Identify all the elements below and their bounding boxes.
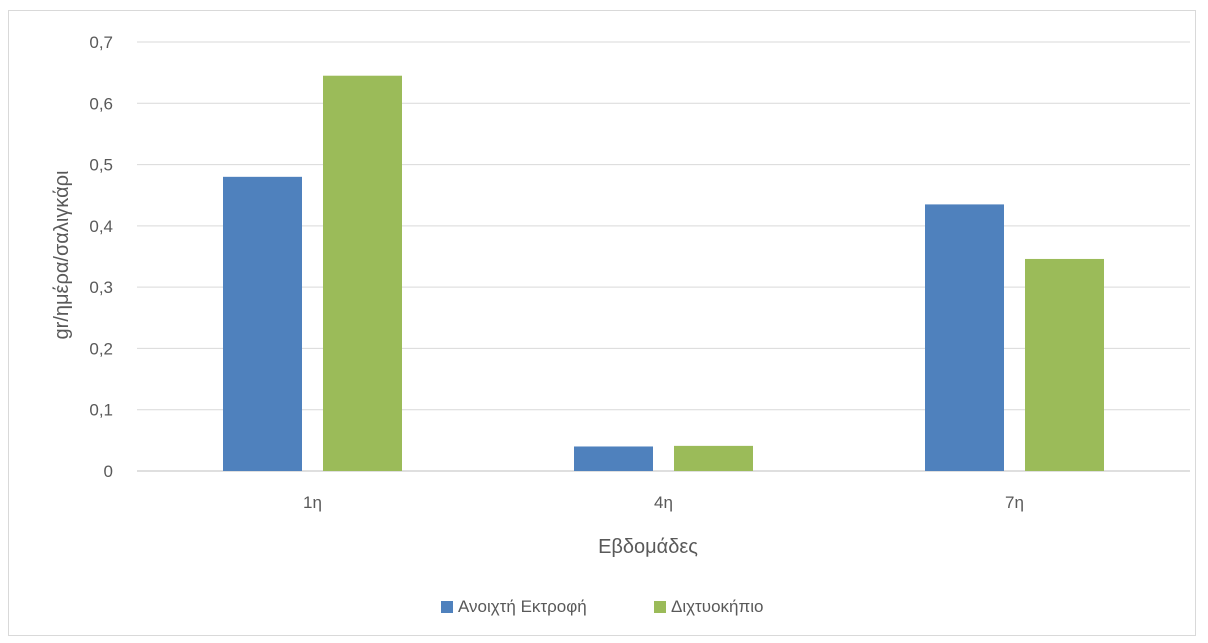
- bar-series-1-3: [925, 204, 1004, 471]
- y-tick-label: 0: [104, 462, 113, 481]
- bar-series-2-1: [323, 75, 402, 471]
- y-axis-title: gr/ημέρα/σαλιγκάρι: [51, 171, 73, 340]
- y-tick-label: 0,7: [89, 33, 113, 52]
- bar-series-2-2: [674, 445, 753, 471]
- legend: Ανοιχτή Εκτροφή Διχτυοκήπιο: [441, 597, 763, 616]
- y-tick-label: 0,6: [89, 94, 113, 113]
- y-tick-label: 0,3: [89, 278, 113, 297]
- x-axis-ticks: 1η 4η 7η: [303, 493, 1024, 512]
- x-axis-title: Εβδομάδες: [598, 536, 698, 558]
- x-tick-label: 1η: [303, 493, 322, 512]
- bars: [223, 75, 1104, 472]
- x-tick-label: 7η: [1005, 493, 1024, 512]
- bar-series-1-2: [574, 446, 653, 471]
- y-tick-label: 0,5: [89, 156, 113, 175]
- legend-label: Ανοιχτή Εκτροφή: [458, 597, 587, 616]
- legend-swatch: [441, 601, 453, 613]
- y-tick-label: 0,2: [89, 339, 113, 358]
- y-axis-ticks: 0 0,1 0,2 0,3 0,4 0,5 0,6 0,7: [89, 33, 113, 481]
- bar-series-2-3: [1025, 258, 1104, 471]
- x-tick-label: 4η: [654, 493, 673, 512]
- y-tick-label: 0,1: [89, 401, 113, 420]
- legend-swatch: [654, 601, 666, 613]
- bar-series-1-1: [223, 176, 302, 472]
- legend-label: Διχτυοκήπιο: [671, 597, 763, 616]
- gridlines: [137, 41, 1190, 472]
- y-tick-label: 0,4: [89, 217, 113, 236]
